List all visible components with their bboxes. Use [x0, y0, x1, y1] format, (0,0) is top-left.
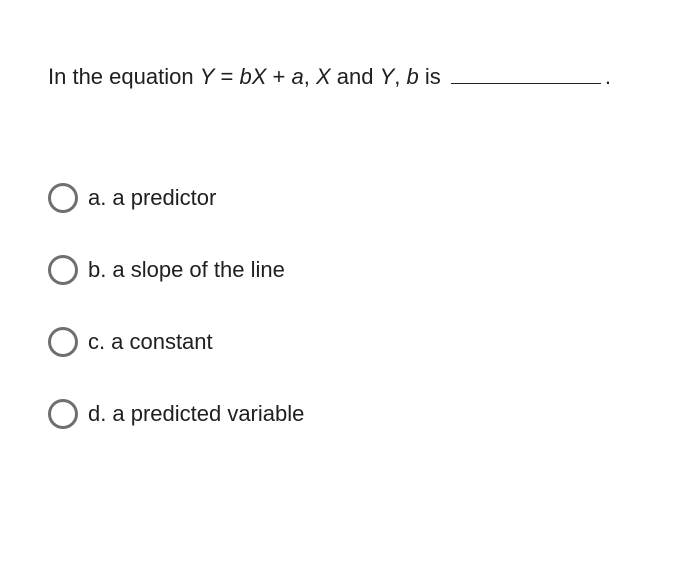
q-var-Y: Y: [200, 64, 215, 89]
radio-icon: [48, 255, 78, 285]
radio-icon: [48, 327, 78, 357]
q-text-eq: =: [214, 64, 239, 89]
q-text-period: .: [605, 64, 611, 89]
q-text-prefix: In the equation: [48, 64, 200, 89]
option-d[interactable]: d.a predicted variable: [48, 399, 660, 429]
q-var-a: a: [291, 64, 303, 89]
q-text-plus: +: [266, 64, 291, 89]
option-label: a predicted variable: [112, 401, 304, 426]
fill-in-blank: [451, 60, 601, 84]
option-label: a slope of the line: [112, 257, 284, 282]
option-b[interactable]: b.a slope of the line: [48, 255, 660, 285]
option-letter: d.: [88, 401, 106, 426]
q-var-Y2: Y: [380, 64, 395, 89]
option-c[interactable]: c.a constant: [48, 327, 660, 357]
option-a[interactable]: a.a predictor: [48, 183, 660, 213]
radio-icon: [48, 183, 78, 213]
q-text-is: is: [419, 64, 447, 89]
q-var-b: b: [406, 64, 418, 89]
q-text-comma2: ,: [394, 64, 406, 89]
option-label: a predictor: [112, 185, 216, 210]
question-stem: In the equation Y = bX + a, X and Y, b i…: [48, 60, 660, 93]
option-label: a constant: [111, 329, 213, 354]
q-var-X: X: [316, 64, 331, 89]
option-letter: a.: [88, 185, 106, 210]
options-group: a.a predictor b.a slope of the line c.a …: [48, 183, 660, 429]
q-text-and: and: [331, 64, 380, 89]
option-text: d.a predicted variable: [88, 403, 304, 425]
option-letter: c.: [88, 329, 105, 354]
q-text-comma1: ,: [304, 64, 316, 89]
option-text: a.a predictor: [88, 187, 216, 209]
option-letter: b.: [88, 257, 106, 282]
q-var-bX: bX: [239, 64, 266, 89]
option-text: b.a slope of the line: [88, 259, 285, 281]
option-text: c.a constant: [88, 331, 213, 353]
radio-icon: [48, 399, 78, 429]
